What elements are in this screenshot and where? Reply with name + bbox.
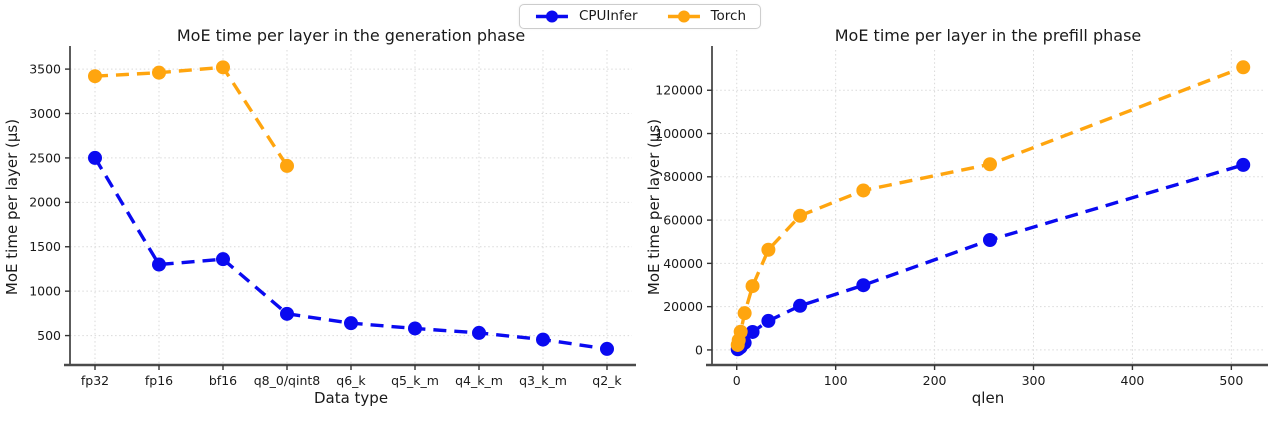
data-point-cpuinfer xyxy=(216,252,230,267)
data-point-torch xyxy=(761,242,776,257)
x-tick-label: q3_k_m xyxy=(519,373,567,388)
data-point-cpuinfer xyxy=(600,341,614,356)
data-point-cpuinfer xyxy=(1236,157,1251,172)
data-point-torch xyxy=(745,279,760,294)
series-line-torch xyxy=(736,65,1244,346)
y-tick-label: 100000 xyxy=(655,126,703,141)
data-point-cpuinfer xyxy=(793,298,808,313)
x-axis-label: Data type xyxy=(314,389,388,407)
data-point-cpuinfer xyxy=(761,313,776,328)
x-tick-label: 400 xyxy=(1121,373,1145,388)
y-tick-label: 80000 xyxy=(663,169,703,184)
y-tick-label: 0 xyxy=(695,342,703,357)
y-axis-label: MoE time per layer (µs) xyxy=(3,119,21,295)
data-point-cpuinfer xyxy=(344,316,358,331)
x-tick-label: 300 xyxy=(1022,373,1046,388)
axes-spines xyxy=(706,46,1268,367)
y-axis-label: MoE time per layer (µs) xyxy=(645,119,663,295)
chart-title: MoE time per layer in the generation pha… xyxy=(177,26,525,45)
series-cpuinfer xyxy=(88,150,614,356)
y-tick-label: 40000 xyxy=(663,256,703,271)
data-point-cpuinfer xyxy=(745,324,760,339)
series-torch xyxy=(88,60,294,173)
data-point-cpuinfer xyxy=(536,332,550,347)
x-axis-label: qlen xyxy=(972,389,1004,407)
data-point-cpuinfer xyxy=(152,257,166,272)
x-tick-label: 200 xyxy=(923,373,947,388)
data-point-torch xyxy=(216,60,230,75)
data-point-cpuinfer xyxy=(982,233,997,248)
series-torch xyxy=(730,60,1251,352)
y-tick-label: 3500 xyxy=(29,61,61,76)
data-point-torch xyxy=(856,183,871,198)
data-point-torch xyxy=(152,65,166,80)
x-tick-label: fp16 xyxy=(145,373,173,388)
data-point-torch xyxy=(733,324,748,339)
data-point-torch xyxy=(280,158,294,173)
y-tick-label: 120000 xyxy=(655,83,703,98)
x-tick-label: 500 xyxy=(1219,373,1243,388)
x-tick-label: q6_k xyxy=(336,373,366,388)
data-point-cpuinfer xyxy=(280,306,294,321)
gridlines xyxy=(712,50,1264,364)
legend-item-cpuinfer: CPUInfer xyxy=(534,9,638,24)
chart-title: MoE time per layer in the prefill phase xyxy=(835,26,1142,45)
y-tick-label: 500 xyxy=(37,328,61,343)
data-point-torch xyxy=(88,69,102,84)
y-tick-label: 2000 xyxy=(29,195,61,210)
data-point-cpuinfer xyxy=(856,278,871,293)
prefill-phase-chart: 0 20000 40000 60000 80000 100000 120000 0 100 200… xyxy=(645,26,1268,407)
series-cpuinfer xyxy=(730,157,1251,357)
torch-line-marker-icon xyxy=(667,10,700,23)
x-axis-ticks: 0 100 200 300 400 500 xyxy=(733,365,1243,388)
data-point-torch xyxy=(793,208,808,223)
x-axis-ticks: fp32 fp16 bf16 q8_0/qint8 q6_k q5_k_m q4_k_m q3… xyxy=(81,365,622,388)
y-tick-label: 60000 xyxy=(663,212,703,227)
data-point-cpuinfer xyxy=(408,321,422,336)
data-point-torch xyxy=(1236,60,1251,75)
series-line-torch xyxy=(94,65,289,167)
y-axis-ticks: 500 1000 1500 2000 2500 3000 3500 xyxy=(29,61,70,343)
cpuinfer-line-marker-icon xyxy=(535,10,568,23)
y-tick-label: 1500 xyxy=(29,239,61,254)
y-tick-label: 1000 xyxy=(29,284,61,299)
generation-phase-chart: 500 1000 1500 2000 2500 3000 3500 fp32 fp16 bf16 q… xyxy=(3,26,636,407)
legend-label-cpuinfer: CPUInfer xyxy=(578,7,638,24)
data-point-cpuinfer xyxy=(88,150,102,165)
x-tick-label: q5_k_m xyxy=(391,373,439,388)
series-line-cpuinfer xyxy=(736,163,1244,351)
legend-item-torch: Torch xyxy=(666,9,746,24)
data-point-cpuinfer xyxy=(472,325,486,340)
y-axis-ticks: 0 20000 40000 60000 80000 100000 120000 xyxy=(655,83,712,357)
x-tick-label: 0 xyxy=(733,373,741,388)
x-tick-label: q8_0/qint8 xyxy=(254,373,321,388)
legend: CPUInfer Torch xyxy=(518,4,762,29)
y-tick-label: 2500 xyxy=(29,150,61,165)
x-tick-label: q2_k xyxy=(592,373,622,388)
data-point-torch xyxy=(982,157,997,172)
y-tick-label: 3000 xyxy=(29,106,61,121)
x-tick-label: fp32 xyxy=(81,373,109,388)
legend-label-torch: Torch xyxy=(710,7,747,24)
x-tick-label: bf16 xyxy=(209,373,237,388)
y-tick-label: 20000 xyxy=(663,299,703,314)
x-tick-label: 100 xyxy=(824,373,848,388)
data-point-torch xyxy=(737,306,752,321)
x-tick-label: q4_k_m xyxy=(455,373,503,388)
